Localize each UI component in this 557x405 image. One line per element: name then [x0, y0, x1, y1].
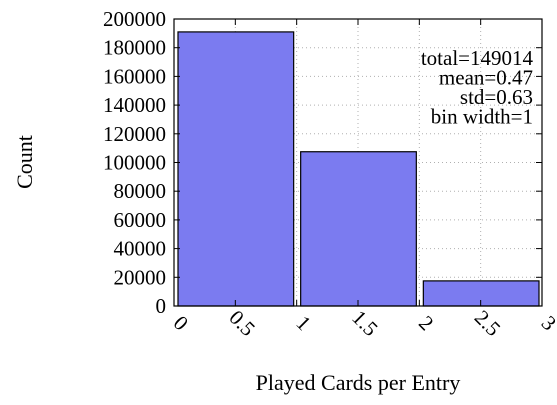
x-tick-label: 1 — [291, 311, 315, 335]
x-tick-label: 3 — [537, 311, 557, 335]
y-tick-label: 140000 — [103, 93, 166, 117]
x-tick-label: 0 — [169, 311, 193, 335]
x-tick-label: 2 — [414, 311, 438, 335]
histogram-bar — [177, 31, 295, 307]
y-tick-label: 100000 — [103, 151, 166, 175]
x-axis-title: Played Cards per Entry — [256, 370, 461, 395]
x-tick-label: 2.5 — [470, 305, 506, 341]
y-tick-label: 200000 — [103, 7, 166, 31]
stats-line: std=0.63 — [460, 85, 533, 109]
stats-line: bin width=1 — [431, 105, 533, 129]
stats-line: mean=0.47 — [439, 66, 533, 90]
y-tick-label: 80000 — [114, 179, 167, 203]
y-tick-label: 160000 — [103, 64, 166, 88]
y-tick-label: 120000 — [103, 122, 166, 146]
x-tick-label: 1.5 — [347, 305, 383, 341]
histogram-bar — [300, 151, 417, 307]
y-tick-label: 20000 — [114, 265, 167, 289]
y-tick-label: 180000 — [103, 36, 166, 60]
y-axis-ticks: 0 20000 40000 60000 80000 100000 120000 140000 1… — [103, 7, 542, 318]
y-tick-label: 0 — [156, 294, 167, 318]
y-tick-label: 60000 — [114, 208, 167, 232]
y-axis-title: Count — [12, 135, 37, 189]
stats-line: total=149014 — [421, 46, 534, 70]
y-tick-label: 40000 — [114, 237, 167, 261]
histogram-bar — [422, 280, 540, 307]
x-tick-label: 0.5 — [225, 305, 261, 341]
bars — [177, 31, 540, 307]
